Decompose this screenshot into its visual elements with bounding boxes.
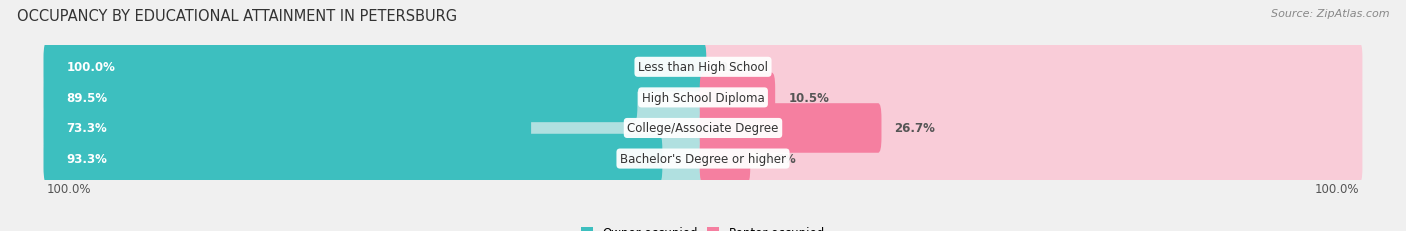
FancyBboxPatch shape: [700, 43, 1362, 92]
Text: 73.3%: 73.3%: [66, 122, 107, 135]
FancyBboxPatch shape: [700, 134, 751, 183]
Text: 6.7%: 6.7%: [763, 152, 796, 165]
Text: 0.0%: 0.0%: [720, 61, 752, 74]
Text: 93.3%: 93.3%: [66, 152, 107, 165]
FancyBboxPatch shape: [44, 104, 706, 153]
Text: Source: ZipAtlas.com: Source: ZipAtlas.com: [1271, 9, 1389, 19]
Text: 89.5%: 89.5%: [66, 91, 108, 104]
FancyBboxPatch shape: [44, 73, 637, 123]
Text: Less than High School: Less than High School: [638, 61, 768, 74]
Text: 100.0%: 100.0%: [46, 183, 91, 196]
Text: 10.5%: 10.5%: [789, 91, 830, 104]
FancyBboxPatch shape: [44, 43, 706, 92]
FancyBboxPatch shape: [700, 104, 882, 153]
FancyBboxPatch shape: [700, 73, 775, 123]
FancyBboxPatch shape: [44, 134, 706, 183]
Text: 26.7%: 26.7%: [894, 122, 935, 135]
Text: 100.0%: 100.0%: [1315, 183, 1360, 196]
FancyBboxPatch shape: [44, 43, 706, 92]
FancyBboxPatch shape: [700, 134, 1362, 183]
Text: OCCUPANCY BY EDUCATIONAL ATTAINMENT IN PETERSBURG: OCCUPANCY BY EDUCATIONAL ATTAINMENT IN P…: [17, 9, 457, 24]
FancyBboxPatch shape: [44, 104, 531, 153]
Text: 100.0%: 100.0%: [66, 61, 115, 74]
FancyBboxPatch shape: [700, 104, 1362, 153]
FancyBboxPatch shape: [700, 73, 1362, 123]
Text: High School Diploma: High School Diploma: [641, 91, 765, 104]
Text: College/Associate Degree: College/Associate Degree: [627, 122, 779, 135]
FancyBboxPatch shape: [44, 134, 662, 183]
Text: Bachelor's Degree or higher: Bachelor's Degree or higher: [620, 152, 786, 165]
Legend: Owner-occupied, Renter-occupied: Owner-occupied, Renter-occupied: [576, 222, 830, 231]
FancyBboxPatch shape: [44, 73, 706, 123]
